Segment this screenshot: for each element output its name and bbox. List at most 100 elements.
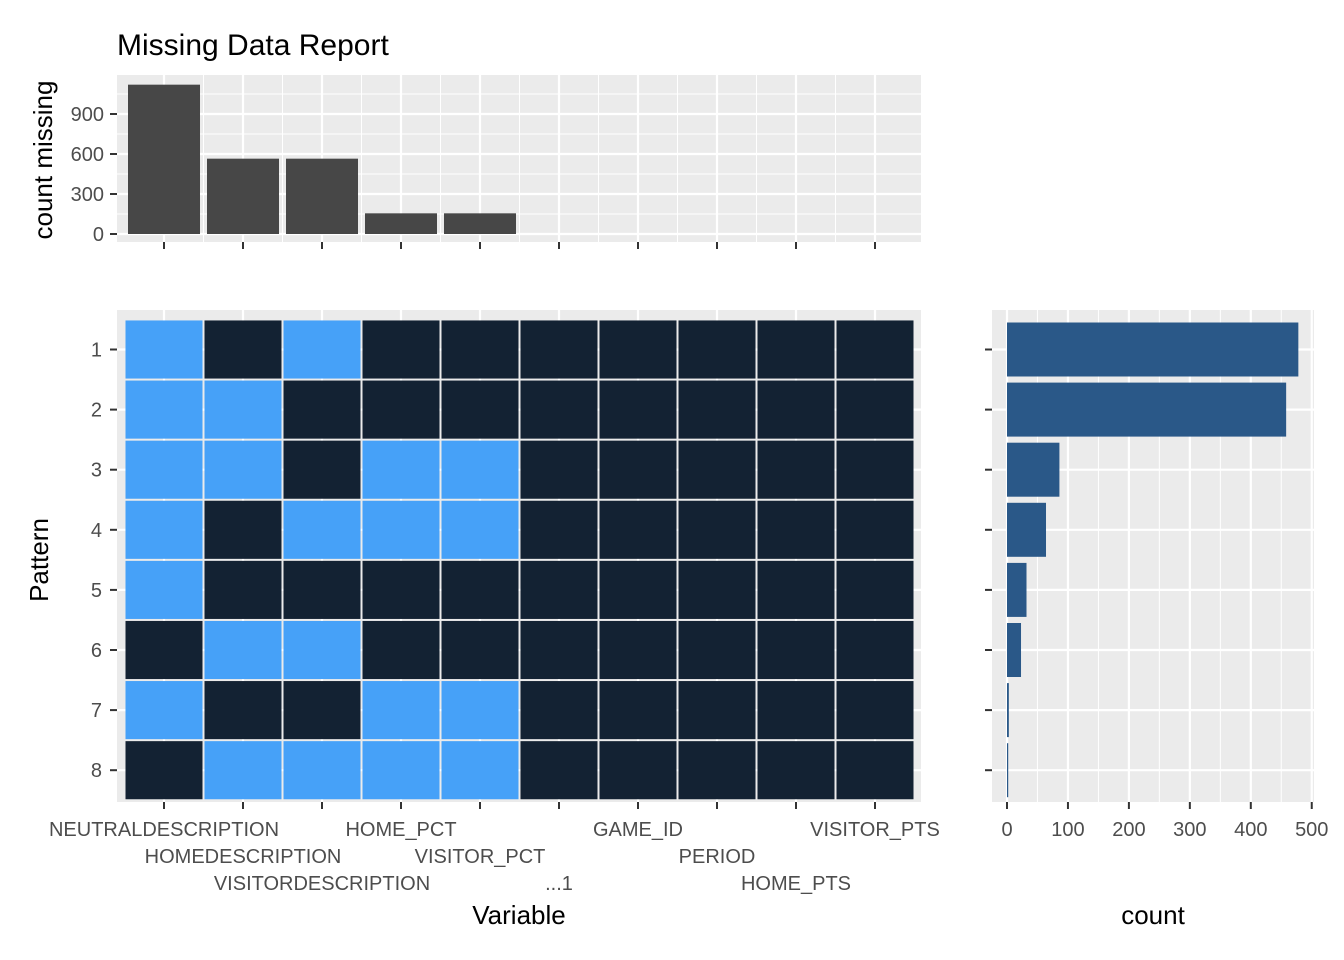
pattern-y-tick-label: 1 (91, 340, 102, 362)
pattern-count-x-tick-label: 300 (1173, 819, 1206, 841)
missing-count-y-tick-label: 900 (71, 104, 104, 126)
pattern-tile-present (836, 440, 914, 499)
pattern-count-y-ticks (985, 348, 992, 772)
pattern-tile-present (757, 620, 835, 680)
missing-count-y-tick-label: 0 (93, 224, 104, 246)
pattern-tile-present (836, 320, 914, 379)
pattern-tile-present (362, 620, 440, 680)
variable-x-tick-label: VISITOR_PCT (415, 846, 546, 868)
pattern-count-bar (1007, 743, 1009, 798)
pattern-count-x-ticks: 0 100 200 300 400 500 (1001, 802, 1328, 841)
pattern-tile-present (757, 681, 835, 740)
pattern-tile-present (757, 320, 835, 379)
missing-count-bars (128, 84, 516, 235)
pattern-y-axis-title: Pattern (24, 518, 54, 602)
pattern-count-bar (1007, 683, 1009, 738)
pattern-y-tick-label: 4 (91, 520, 102, 542)
pattern-tile-present (283, 681, 361, 740)
pattern-tile-present (204, 320, 282, 379)
pattern-count-bar (1007, 502, 1047, 557)
pattern-count-bars (1007, 322, 1299, 798)
pattern-tile-missing (204, 741, 282, 800)
variable-x-tick-label: PERIOD (679, 846, 756, 868)
pattern-tile-panel: 1 2 3 4 5 6 7 8 NEUTRALDESCRIPTION HOMEDESCRIPTI… (24, 310, 940, 930)
pattern-count-x-tick-label: 200 (1112, 819, 1145, 841)
pattern-tile-present (757, 741, 835, 800)
pattern-tile-present (836, 681, 914, 740)
pattern-tile-present (599, 320, 677, 379)
pattern-tile-present (599, 681, 677, 740)
pattern-tile-present (362, 380, 440, 439)
pattern-tile-missing (283, 500, 361, 559)
pattern-tile-missing (283, 620, 361, 680)
pattern-tile-present (757, 380, 835, 439)
pattern-tiles (125, 320, 914, 800)
pattern-tile-present (757, 500, 835, 559)
variable-x-tick-label: GAME_ID (593, 819, 683, 841)
pattern-tile-present (204, 681, 282, 740)
pattern-count-x-tick-label: 0 (1001, 819, 1012, 841)
pattern-tile-missing (362, 681, 440, 740)
pattern-y-tick-label: 6 (91, 640, 102, 662)
pattern-tile-present (362, 560, 440, 619)
pattern-tile-present (520, 320, 598, 379)
pattern-tile-missing (283, 741, 361, 800)
pattern-y-tick-label: 2 (91, 400, 102, 422)
pattern-tile-present (520, 681, 598, 740)
variable-x-tick-label: NEUTRALDESCRIPTION (49, 819, 279, 841)
pattern-count-x-tick-label: 400 (1234, 819, 1267, 841)
missing-count-y-tick-label: 300 (71, 184, 104, 206)
pattern-count-bar (1007, 322, 1299, 377)
pattern-count-panel: 0 100 200 300 400 500 count (985, 310, 1328, 930)
pattern-count-bar (1007, 442, 1060, 497)
pattern-tile-present (599, 380, 677, 439)
pattern-tile-present (441, 560, 519, 619)
missing-count-y-tick-label: 600 (71, 144, 104, 166)
pattern-count-x-axis-title: count (1121, 900, 1185, 930)
missing-count-bar (365, 213, 437, 234)
pattern-tile-present (204, 500, 282, 559)
missing-count-panel: 0 300 600 900 count missing (28, 75, 921, 249)
missing-count-bar (286, 158, 358, 234)
pattern-tile-missing (125, 500, 203, 559)
pattern-y-tick-label: 3 (91, 460, 102, 482)
missing-count-bar (444, 213, 516, 234)
chart-title: Missing Data Report (117, 29, 389, 62)
pattern-tile-present (283, 440, 361, 499)
pattern-tile-present (283, 560, 361, 619)
pattern-y-ticks: 1 2 3 4 5 6 7 8 (91, 340, 117, 782)
pattern-tile-present (441, 320, 519, 379)
variable-x-tick-label: ...1 (545, 873, 573, 895)
missing-count-bar (128, 84, 200, 235)
pattern-tile-present (599, 440, 677, 499)
pattern-tile-present (678, 440, 756, 499)
variable-x-tick-label: HOME_PTS (741, 873, 851, 895)
pattern-tile-missing (362, 500, 440, 559)
pattern-tile-missing (204, 380, 282, 439)
missing-count-bar (207, 158, 279, 234)
pattern-count-bar (1007, 562, 1027, 617)
pattern-tile-present (283, 380, 361, 439)
pattern-tile-missing (125, 560, 203, 619)
missing-count-y-axis-title: count missing (28, 81, 58, 240)
pattern-tile-present (520, 440, 598, 499)
pattern-tile-present (836, 380, 914, 439)
pattern-tile-present (441, 620, 519, 680)
variable-x-tick-label: HOMEDESCRIPTION (145, 846, 342, 868)
pattern-tile-present (520, 620, 598, 680)
pattern-tile-missing (362, 440, 440, 499)
pattern-count-x-tick-label: 100 (1051, 819, 1084, 841)
pattern-tile-missing (125, 681, 203, 740)
pattern-tile-present (520, 741, 598, 800)
missing-count-y-ticks: 0 300 600 900 (71, 104, 117, 246)
pattern-tile-missing (441, 440, 519, 499)
pattern-tile-present (678, 320, 756, 379)
pattern-tile-missing (441, 500, 519, 559)
variable-x-tick-label: VISITOR_PTS (810, 819, 940, 841)
pattern-tile-present (836, 500, 914, 559)
variable-x-tick-label: VISITORDESCRIPTION (214, 873, 430, 895)
pattern-tile-present (836, 741, 914, 800)
pattern-tile-present (204, 560, 282, 619)
missing-count-x-ticks (163, 242, 876, 249)
